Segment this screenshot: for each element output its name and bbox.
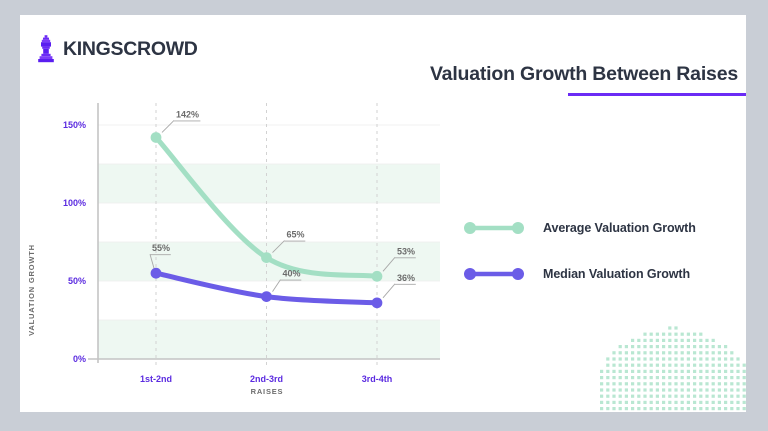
brand-logo: KINGSCROWD: [36, 34, 198, 64]
title-underline-rule: [568, 93, 746, 96]
legend-label-median: Median Valuation Growth: [543, 267, 691, 281]
data-point-marker[interactable]: [150, 267, 162, 279]
data-point-marker[interactable]: [150, 132, 162, 143]
brand-name: KINGSCROWD: [63, 37, 198, 60]
y-tick-label: 150%: [63, 120, 86, 130]
y-tick-label: 50%: [68, 276, 86, 286]
page-title: Valuation Growth Between Raises: [429, 63, 738, 85]
x-axis-title: RAISES: [251, 387, 284, 396]
chart-series-group: [150, 132, 383, 309]
chart-y-tick-labels: 0% 50% 100% 150%: [63, 120, 86, 364]
data-point-label: 65%: [287, 230, 305, 240]
data-point-label: 55%: [152, 243, 170, 253]
data-point-marker[interactable]: [371, 270, 383, 282]
y-axis-title: VALUATION GROWTH: [27, 244, 36, 336]
x-tick-label: 2nd-3rd: [250, 374, 283, 384]
chart-vertical-gridlines: [155, 103, 378, 365]
legend-label-average: Average Valuation Growth: [543, 221, 696, 235]
chart-data-labels: 142% 65% 53% 55% 40% 36%: [149, 109, 416, 299]
data-point-label: 142%: [176, 109, 199, 119]
dot-dome-decoration: [598, 310, 746, 412]
x-tick-label: 3rd-4th: [362, 374, 393, 384]
data-point-marker[interactable]: [261, 291, 272, 302]
chess-king-icon: [38, 35, 54, 63]
valuation-growth-line-chart: 0% 50% 100% 150% 1st-2nd 2nd-3rd 3rd-4th 142%…: [20, 100, 450, 412]
y-tick-label: 0%: [73, 354, 86, 364]
data-point-label: 36%: [397, 273, 415, 283]
chart-x-tick-labels: 1st-2nd 2nd-3rd 3rd-4th: [140, 374, 392, 384]
slide-canvas: KINGSCROWD Valuation Growth Between Rais…: [20, 15, 746, 412]
data-point-label: 40%: [283, 269, 301, 279]
data-point-marker[interactable]: [261, 252, 272, 263]
chart-axis-lines: [88, 103, 440, 363]
data-point-marker[interactable]: [371, 297, 383, 309]
legend-item-average[interactable]: Average Valuation Growth: [463, 205, 733, 251]
y-tick-label: 100%: [63, 198, 86, 208]
x-tick-label: 1st-2nd: [140, 374, 172, 384]
chart-legend: Average Valuation Growth Median Valuatio…: [463, 205, 733, 297]
legend-item-median[interactable]: Median Valuation Growth: [463, 251, 733, 297]
line-marker-icon: [464, 268, 524, 280]
data-point-label: 53%: [397, 246, 415, 256]
line-marker-icon: [464, 222, 524, 234]
